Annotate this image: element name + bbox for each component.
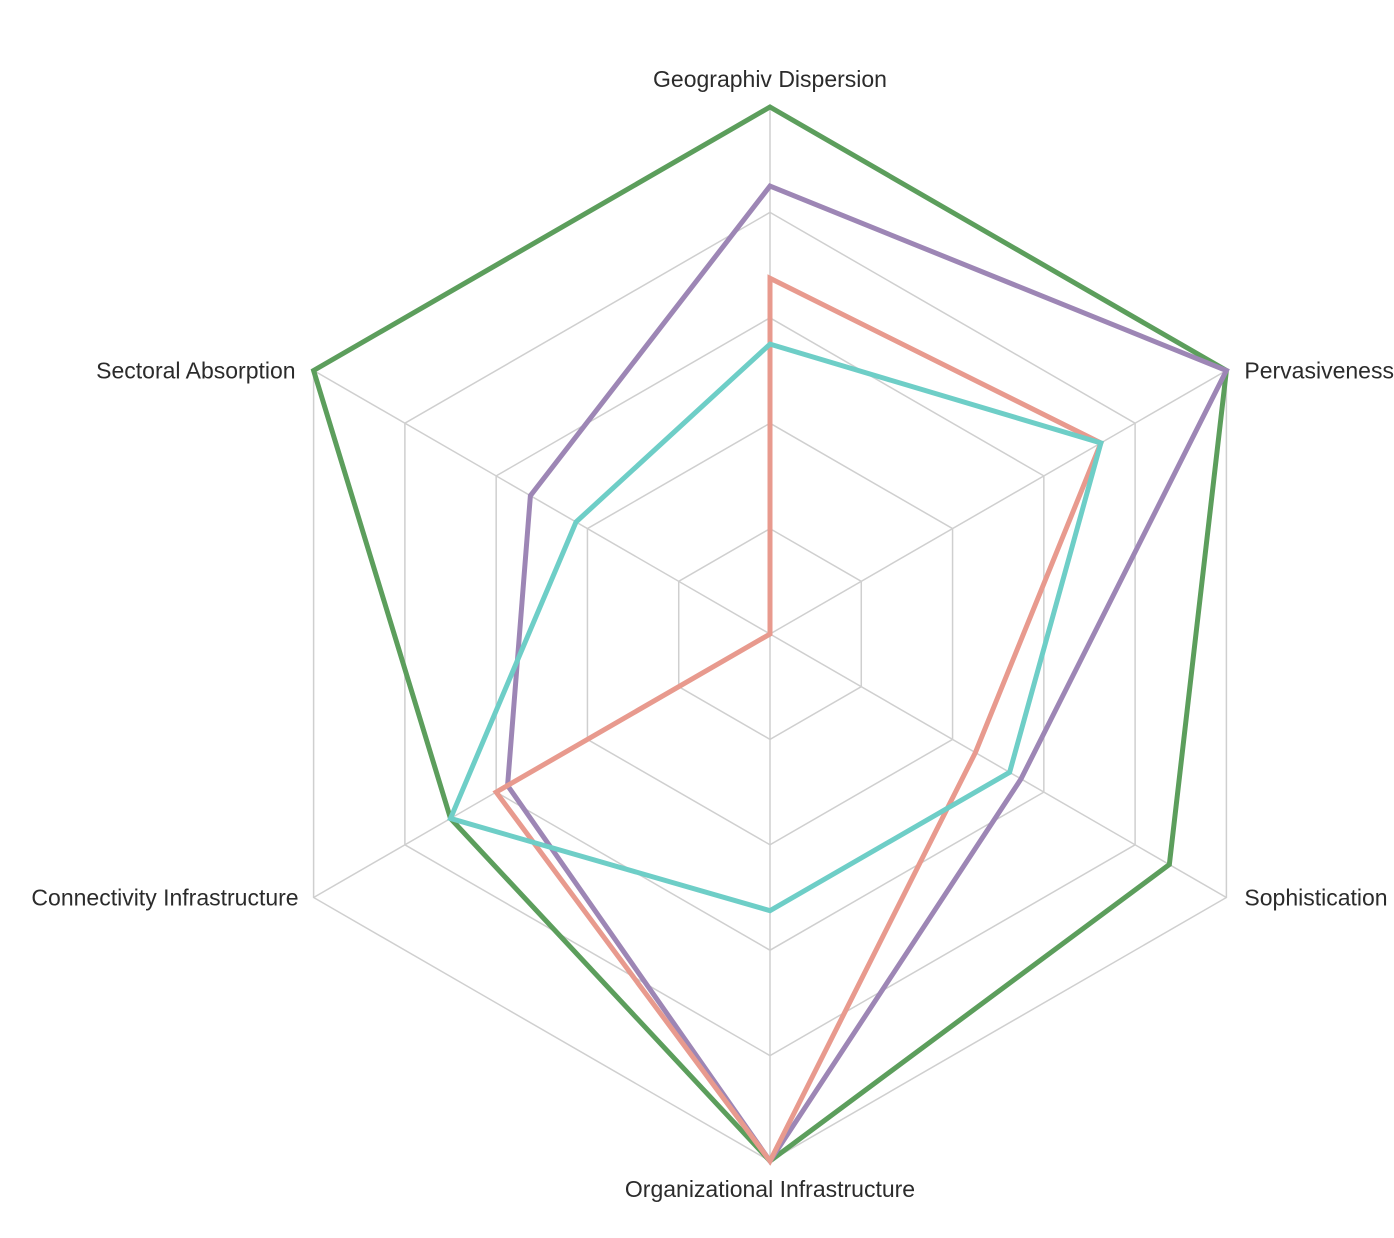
axis-label-1: Pervasiveness — [1244, 358, 1394, 384]
series-line-1 — [505, 183, 1230, 1166]
axis-spoke-2 — [769, 633, 1227, 899]
axis-label-5: Sectoral Absorption — [96, 358, 295, 384]
axis-label-4: Connectivity Infrastructure — [31, 885, 298, 911]
axis-labels: Geographiv Dispersion Pervasiveness Sophis… — [31, 66, 1394, 1202]
radar-series — [310, 104, 1230, 1166]
series-line-3 — [447, 341, 1104, 914]
axis-spoke-1 — [769, 369, 1227, 635]
axis-label-0: Geographiv Dispersion — [653, 66, 887, 92]
axis-label-2: Sophistication — [1244, 885, 1387, 911]
axis-label-3: Organizational Infrastructure — [625, 1176, 915, 1202]
axis-spoke-5 — [313, 369, 771, 635]
